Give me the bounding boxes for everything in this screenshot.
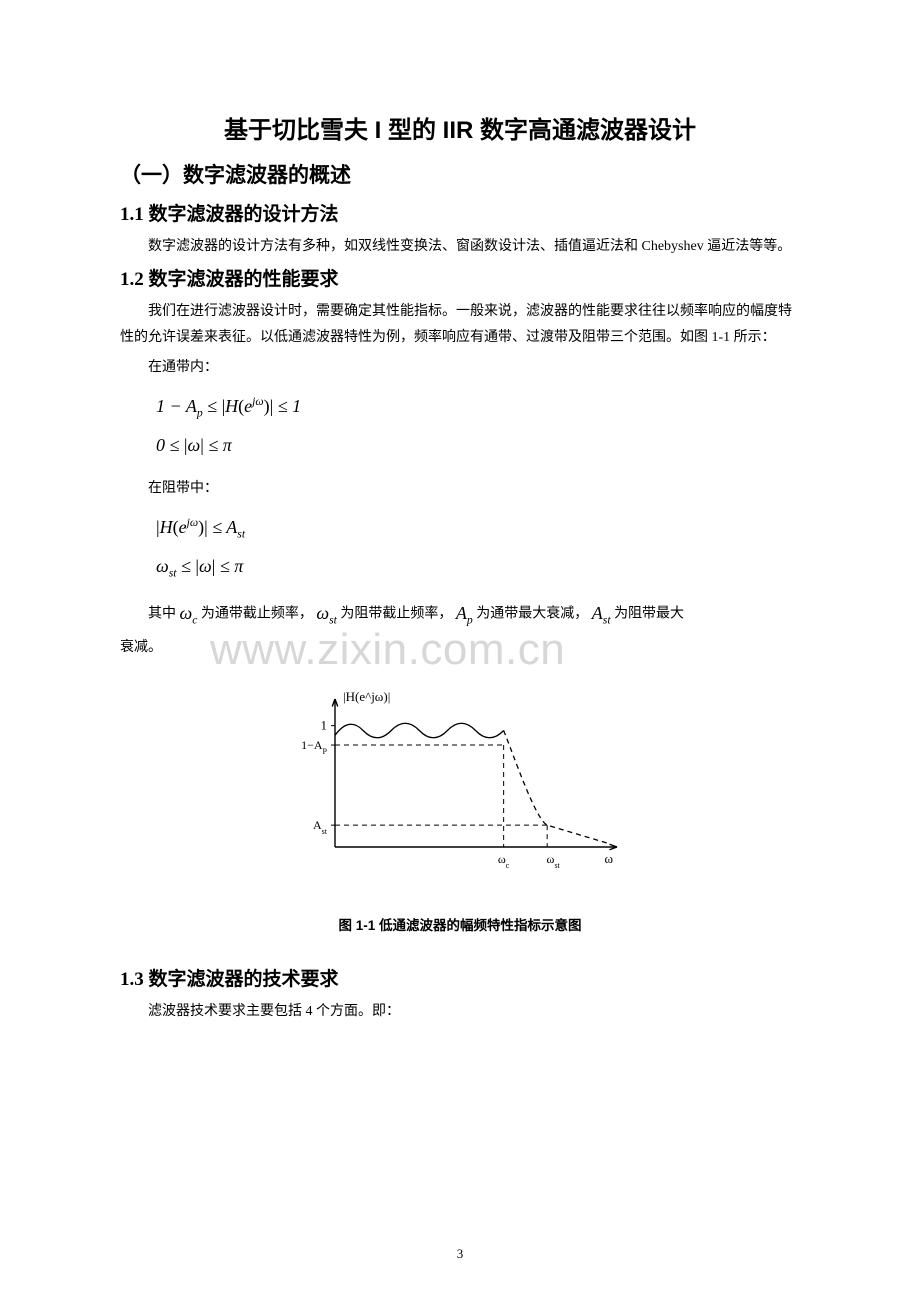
section-1-heading: （一）数字滤波器的概述 (120, 159, 800, 189)
subsection-1-1-heading: 1.1 数字滤波器的设计方法 (120, 199, 800, 226)
svg-text:ωc: ωc (498, 852, 510, 870)
svg-text:1: 1 (321, 718, 328, 733)
omega-c-desc: 为通带截止频率， (201, 606, 313, 621)
lowpass-response-figure: 1 1−AP Ast |H(e^jω)| ωc ωst ω (295, 683, 625, 883)
a-p-desc: 为通带最大衰减， (476, 606, 588, 621)
a-st-symbol: Ast (592, 603, 611, 623)
s13-paragraph-1: 滤波器技术要求主要包括 4 个方面。即： (120, 999, 800, 1025)
stopband-formula: |H(ejω)| ≤ Ast ωst ≤ |ω| ≤ π (120, 508, 800, 587)
stopband-label: 在阻带中： (120, 476, 800, 502)
passband-label: 在通带内： (120, 355, 800, 381)
s11-paragraph-1: 数字滤波器的设计方法有多种，如双线性变换法、窗函数设计法、插值逼近法和 Cheb… (120, 234, 800, 260)
passband-formula: 1 − Ap ≤ |H(ejω)| ≤ 1 0 ≤ |ω| ≤ π (120, 387, 800, 466)
params-line: 其中 ωc 为通带截止频率， ωst 为阻带截止频率， Ap 为通带最大衰减， … (120, 597, 800, 631)
omega-c-symbol: ωc (180, 603, 198, 623)
svg-text:ω: ω (604, 851, 613, 866)
figure-caption: 图 1-1 低通滤波器的幅频特性指标示意图 (120, 914, 800, 934)
page-number: 3 (0, 1246, 920, 1262)
svg-text:|H(e^jω)|: |H(e^jω)| (343, 689, 390, 704)
params-tail: 衰减。 (120, 635, 800, 661)
document-title: 基于切比雪夫 I 型的 IIR 数字高通滤波器设计 (120, 110, 800, 145)
params-prefix: 其中 (148, 606, 176, 621)
subsection-1-2-heading: 1.2 数字滤波器的性能要求 (120, 264, 800, 291)
omega-st-desc: 为阻带截止频率， (340, 606, 452, 621)
subsection-1-3-heading: 1.3 数字滤波器的技术要求 (120, 964, 800, 991)
svg-text:ωst: ωst (547, 852, 561, 870)
svg-text:Ast: Ast (313, 818, 328, 836)
svg-text:1−AP: 1−AP (301, 738, 327, 756)
a-p-symbol: Ap (456, 603, 473, 623)
s12-paragraph-1: 我们在进行滤波器设计时，需要确定其性能指标。一般来说，滤波器的性能要求往往以频率… (120, 299, 800, 351)
a-st-desc: 为阻带最大 (614, 606, 684, 621)
omega-st-symbol: ωst (316, 603, 337, 623)
